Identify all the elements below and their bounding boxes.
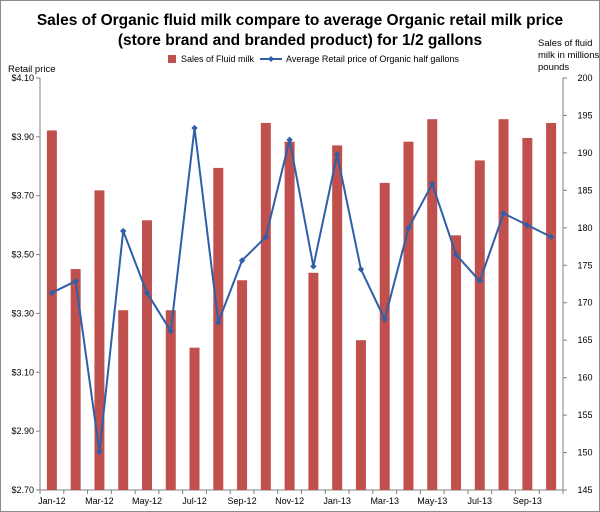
price-point-Jan-13 — [333, 151, 341, 158]
x-tick-label: Nov-12 — [275, 496, 304, 506]
right-tick-label: 175 — [577, 260, 592, 270]
left-tick-label: $2.90 — [11, 426, 34, 436]
right-tick-label: 190 — [577, 148, 592, 158]
bar-sales-Sep-12 — [237, 280, 248, 490]
price-point-Apr-12 — [120, 227, 127, 235]
right-tick-label: 170 — [577, 298, 592, 308]
price-point-May-13 — [429, 180, 436, 188]
bar-sales-Mar-13 — [379, 182, 390, 490]
chart-title-line-1: Sales of Organic fluid milk compare to a… — [37, 12, 564, 29]
legend: Sales of Fluid milk Average Retail price… — [168, 54, 459, 64]
price-point-Feb-12 — [72, 277, 79, 285]
bar-sales-Oct-12 — [260, 122, 271, 490]
right-tick-label: 200 — [577, 73, 592, 83]
right-tick-label: 160 — [577, 373, 592, 383]
bar-sales-Apr-12 — [118, 310, 129, 490]
plot-area — [36, 77, 567, 494]
price-point-Jun-12 — [167, 327, 174, 335]
x-tick-label: Jan-12 — [38, 496, 66, 506]
right-axis-label-line-3: pounds — [538, 62, 569, 73]
left-tick-label: $3.50 — [11, 250, 34, 260]
right-tick-label: 155 — [577, 410, 592, 420]
price-point-Oct-13 — [547, 233, 555, 241]
price-line — [51, 127, 552, 453]
bar-sales-Jan-12 — [46, 130, 57, 490]
bar-sales-Jun-12 — [165, 310, 176, 490]
right-tick-label: 165 — [577, 335, 592, 345]
price-point-May-12 — [143, 289, 151, 297]
left-tick-label: $3.30 — [11, 308, 34, 318]
left-tick-label: $4.10 — [11, 73, 34, 83]
x-tick-label: May-12 — [132, 496, 162, 506]
left-axis-label: Retail price — [8, 64, 56, 75]
bar-sales-Nov-12 — [284, 141, 295, 490]
bar-sales-May-12 — [141, 220, 152, 490]
right-axis-label-line-2: milk in millions — [538, 50, 599, 61]
price-point-Jul-13 — [476, 277, 483, 285]
bar-sales-Jan-13 — [332, 145, 343, 490]
x-tick-label: Jul-13 — [468, 496, 493, 506]
x-tick-label: Mar-13 — [370, 496, 399, 506]
legend-swatch-sales — [168, 55, 176, 63]
left-tick-label: $3.70 — [11, 191, 34, 201]
bar-sales-Apr-13 — [403, 141, 414, 490]
legend-marker-price — [268, 56, 274, 62]
legend-label-sales: Sales of Fluid milk — [181, 54, 255, 64]
right-tick-label: 150 — [577, 448, 592, 458]
price-point-Mar-13 — [381, 316, 388, 323]
left-tick-label: $3.90 — [11, 132, 34, 142]
price-point-Sep-13 — [524, 221, 531, 229]
price-point-Dec-12 — [310, 263, 317, 270]
x-tick-label: Mar-12 — [85, 496, 114, 506]
left-tick-label: $2.70 — [11, 485, 34, 495]
right-tick-label: 185 — [577, 185, 592, 195]
price-point-Jul-12 — [191, 124, 198, 132]
bar-sales-Dec-12 — [308, 272, 319, 490]
price-point-Oct-12 — [262, 233, 270, 241]
legend-label-price: Average Retail price of Organic half gal… — [286, 54, 459, 64]
x-tick-label: Jul-12 — [182, 496, 207, 506]
line-series — [48, 124, 555, 455]
x-tick-label: Sep-12 — [228, 496, 257, 506]
price-point-Jun-13 — [452, 251, 460, 258]
price-point-Jan-12 — [48, 289, 56, 297]
price-point-Mar-12 — [96, 448, 103, 455]
right-tick-label: 145 — [577, 485, 592, 495]
left-tick-label: $3.10 — [11, 367, 34, 377]
bar-sales-Jun-13 — [451, 235, 462, 490]
price-point-Apr-13 — [405, 224, 412, 232]
bar-sales-May-13 — [427, 119, 438, 490]
price-point-Nov-12 — [286, 136, 293, 143]
price-point-Feb-13 — [357, 266, 365, 273]
x-tick-label: May-13 — [417, 496, 447, 506]
x-tick-label: Jan-13 — [323, 496, 351, 506]
chart-title-line-2: (store brand and branded product) for 1/… — [118, 32, 482, 49]
right-tick-label: 180 — [577, 223, 592, 233]
x-tick-label: Sep-13 — [513, 496, 542, 506]
price-point-Aug-13 — [500, 210, 507, 217]
right-axis-label-line-1: Sales of fluid — [538, 38, 592, 49]
bar-series — [46, 119, 557, 490]
bar-sales-Jul-13 — [474, 160, 485, 490]
bar-sales-Feb-12 — [70, 269, 81, 490]
bar-sales-Mar-12 — [94, 190, 105, 490]
bar-sales-Aug-13 — [498, 119, 509, 490]
bar-sales-Oct-13 — [546, 122, 557, 490]
right-tick-label: 195 — [577, 110, 592, 120]
price-point-Aug-12 — [215, 319, 222, 326]
bar-sales-Aug-12 — [213, 167, 224, 490]
bar-sales-Feb-13 — [355, 340, 366, 490]
bar-sales-Sep-13 — [522, 137, 533, 490]
tick-labels: $4.10 $3.90 $3.70 $3.50 $3.30 $3.10 $2.90 $2.70… — [11, 73, 592, 506]
price-point-Sep-12 — [238, 257, 246, 264]
bar-sales-Jul-12 — [189, 347, 200, 490]
